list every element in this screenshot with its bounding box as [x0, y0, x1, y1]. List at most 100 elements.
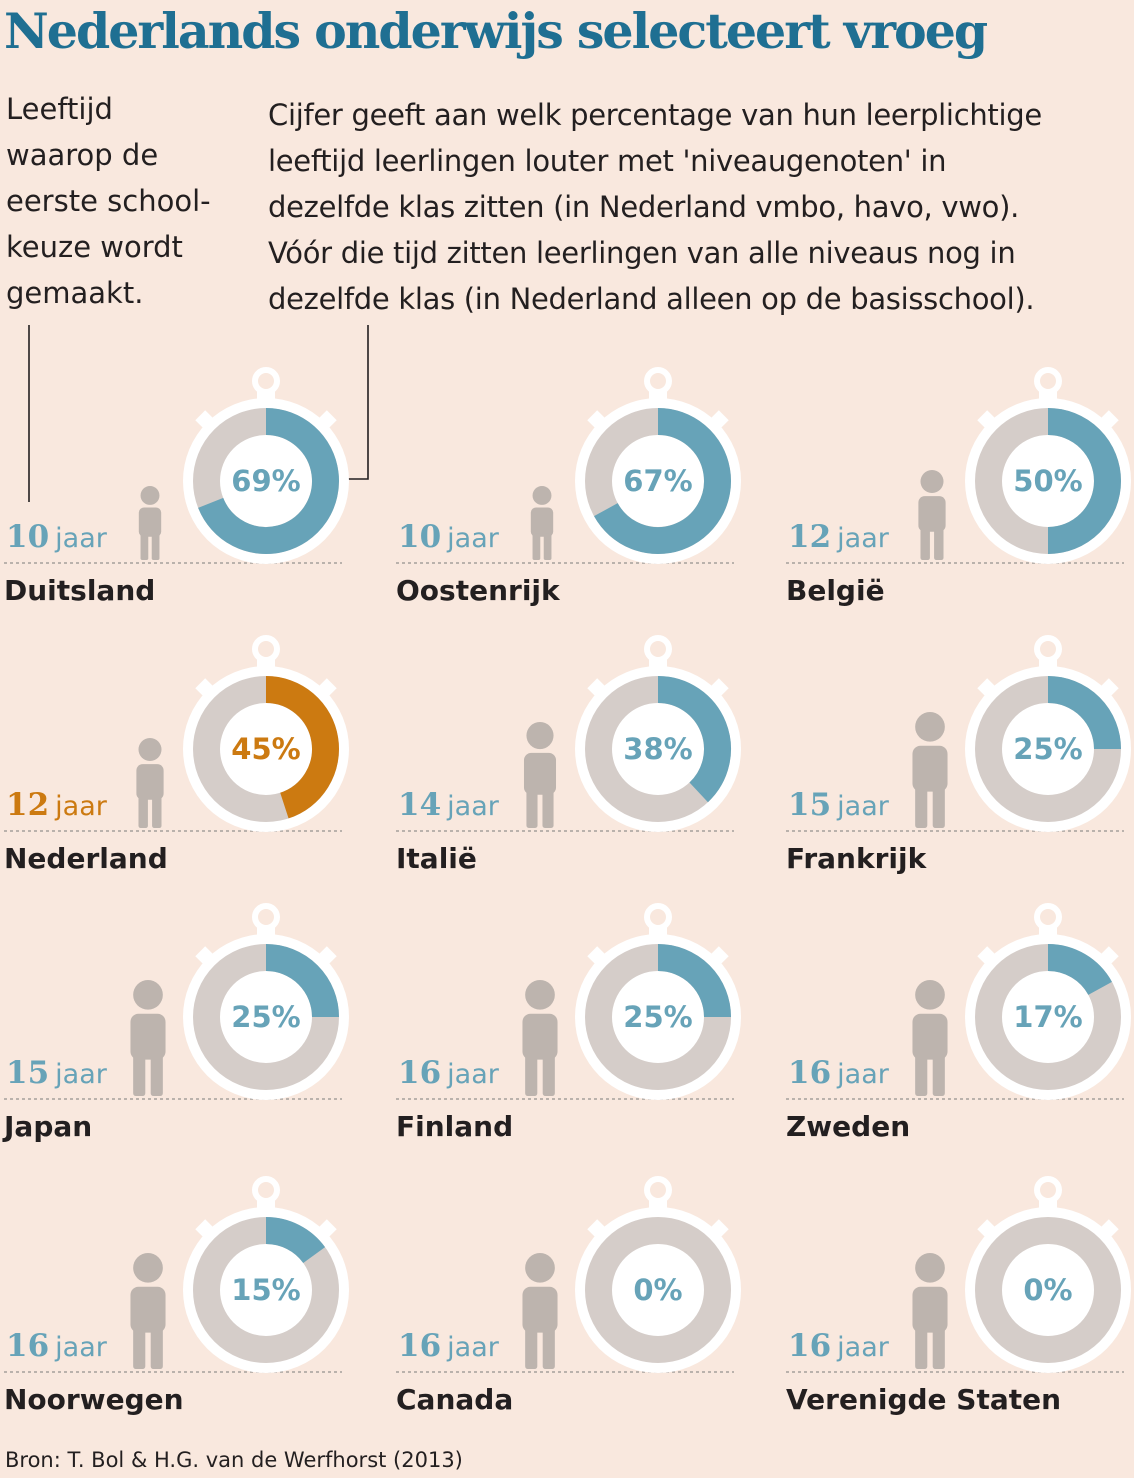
stopwatch-crown: [1034, 367, 1062, 395]
person-leg: [150, 1327, 163, 1369]
stopwatch-button: [706, 1219, 729, 1242]
stopwatch-button: [314, 946, 337, 969]
stopwatch-button: [1096, 678, 1119, 701]
person-leg: [526, 789, 538, 828]
person-body: [918, 496, 946, 532]
person-leg: [140, 533, 149, 560]
donut-segment: [657, 944, 731, 1018]
percent-label: 17%: [1013, 1000, 1082, 1034]
person-leg: [920, 527, 930, 560]
age-unit: jaar: [54, 523, 108, 554]
source-credit: Bron: T. Bol & H.G. van de Werfhorst (20…: [5, 1448, 463, 1472]
age-label: 15 jaar: [788, 787, 890, 823]
country-cell-italie: 38% 14 jaar Italië: [396, 635, 741, 875]
age-value: 15: [788, 787, 831, 823]
person-head: [920, 470, 944, 494]
stopwatch-button: [587, 946, 610, 969]
person-body: [130, 1286, 166, 1333]
donut-segment: [1047, 944, 1112, 996]
percentage-explanation-note: Cijfer geeft aan welk percentage van hun…: [268, 98, 1042, 316]
percent-label: 69%: [231, 464, 300, 498]
person-body: [912, 1013, 948, 1060]
age-label: 12 jaar: [6, 787, 108, 823]
person-leg: [932, 1327, 945, 1369]
percent-label: 25%: [231, 1000, 300, 1034]
person-head: [915, 980, 945, 1010]
stopwatch-button: [195, 410, 218, 433]
age-label: 16 jaar: [788, 1328, 890, 1364]
country-cell-duitsland: 69% 10 jaar Duitsland: [4, 367, 349, 607]
stopwatch-crown: [1034, 635, 1062, 663]
person-leg: [150, 1054, 163, 1096]
person-leg: [525, 1054, 538, 1096]
age-label: 16 jaar: [398, 1328, 500, 1364]
stopwatch-crown: [644, 903, 672, 931]
stopwatch-button: [314, 1219, 337, 1242]
stopwatch-crown: [644, 367, 672, 395]
stopwatch-button: [706, 946, 729, 969]
donut-segment: [265, 1217, 326, 1264]
stopwatch-crown: [252, 903, 280, 931]
country-name: Finland: [396, 1110, 513, 1143]
person-leg: [934, 527, 944, 560]
person-leg: [932, 786, 945, 828]
country-cell-zweden: 17% 16 jaar Zweden: [786, 903, 1131, 1143]
stopwatch-crown: [252, 635, 280, 663]
stopwatch-crown: [644, 1176, 672, 1204]
person-body: [912, 1286, 948, 1333]
percent-label: 25%: [1013, 732, 1082, 766]
person-leg: [152, 795, 162, 828]
stopwatch-button: [587, 1219, 610, 1242]
person-leg: [151, 533, 160, 560]
donut-track: [975, 1217, 1121, 1363]
country-name: België: [786, 574, 885, 607]
age-unit: jaar: [836, 1332, 890, 1363]
country-cell-oostenrijk: 67% 10 jaar Oostenrijk: [396, 367, 741, 607]
age-label: 12 jaar: [788, 519, 890, 555]
person-body: [136, 764, 164, 800]
person-head: [915, 712, 945, 742]
percent-label: 0%: [633, 1273, 682, 1307]
donut-segment: [265, 944, 339, 1018]
country-cell-verenigde-staten: 0% 16 jaar Verenigde Staten: [786, 1176, 1131, 1416]
age-label: 10 jaar: [6, 519, 108, 555]
stopwatch-button: [587, 410, 610, 433]
percent-label: 45%: [231, 732, 300, 766]
percent-label: 15%: [231, 1273, 300, 1307]
age-unit: jaar: [836, 1059, 890, 1090]
age-unit: jaar: [446, 523, 500, 554]
percent-label: 0%: [1023, 1273, 1072, 1307]
stopwatch-button: [195, 1219, 218, 1242]
age-value: 12: [788, 519, 831, 555]
person-leg: [138, 795, 148, 828]
donut-segment: [594, 408, 731, 554]
percent-label: 38%: [623, 732, 692, 766]
country-name: Frankrijk: [786, 842, 928, 875]
person-body: [530, 507, 554, 537]
country-cell-japan: 25% 15 jaar Japan: [2, 903, 349, 1143]
person-leg: [133, 1327, 146, 1369]
stopwatch-button: [314, 410, 337, 433]
person-leg: [915, 786, 928, 828]
percent-label: 25%: [623, 1000, 692, 1034]
age-value: 14: [398, 787, 441, 823]
country-cell-finland: 25% 16 jaar Finland: [396, 903, 741, 1143]
age-label: 16 jaar: [788, 1055, 890, 1091]
country-name: Nederland: [4, 842, 168, 875]
stopwatch-button: [977, 1219, 1000, 1242]
person-leg: [542, 1054, 555, 1096]
age-unit: jaar: [54, 791, 108, 822]
percent-label: 67%: [623, 464, 692, 498]
stopwatch-button: [1096, 1219, 1119, 1242]
age-value: 16: [788, 1055, 831, 1091]
person-head: [140, 486, 160, 505]
country-cell-noorwegen: 15% 16 jaar Noorwegen: [4, 1176, 349, 1416]
age-label: 16 jaar: [398, 1055, 500, 1091]
person-body: [138, 507, 162, 537]
country-name: Zweden: [786, 1110, 910, 1143]
donut-segment: [198, 408, 339, 554]
person-body: [522, 1013, 558, 1060]
age-value: 12: [6, 787, 49, 823]
stopwatch-button: [977, 946, 1000, 969]
